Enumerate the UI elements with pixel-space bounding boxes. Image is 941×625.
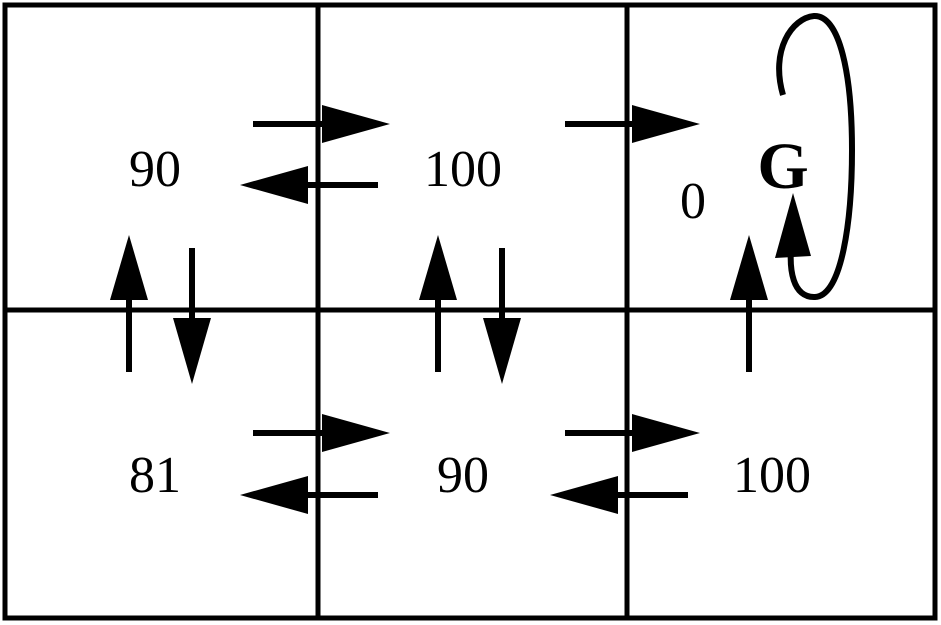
- cell-value-r2c3: 100: [733, 447, 811, 504]
- arrow-r2c2-to-r1c2: [419, 235, 457, 372]
- arrow-r1c2-to-r2c2: [483, 248, 521, 384]
- arrow-r2c3-to-r2c2: [550, 476, 688, 514]
- arrow-r2c2-to-r2c1: [240, 476, 378, 514]
- cell-values: 90 100 0 81 90 100 G: [129, 130, 811, 504]
- arrow-r2c2-to-r2c3: [565, 414, 700, 452]
- arrow-r1c2-to-r1c3: [565, 105, 700, 143]
- arrow-r2c1-to-r1c1: [110, 235, 148, 372]
- arrow-r1c1-to-r1c2: [253, 105, 390, 143]
- cell-value-r1c2: 100: [424, 141, 502, 198]
- transition-arrows: [110, 12, 856, 514]
- cell-value-r1c1: 90: [129, 141, 181, 198]
- goal-label: G: [757, 130, 808, 203]
- arrow-r1c2-to-r1c1: [240, 166, 378, 204]
- cell-value-r2c2: 90: [437, 447, 489, 504]
- cell-value-r1c3: 0: [680, 173, 706, 230]
- arrow-r2c1-to-r2c2: [253, 414, 390, 452]
- goal-self-loop-arrow: [775, 12, 856, 300]
- cell-value-r2c1: 81: [129, 447, 181, 504]
- arrow-r1c1-to-r2c1: [173, 248, 211, 384]
- arrow-r2c3-to-r1c3: [730, 235, 768, 372]
